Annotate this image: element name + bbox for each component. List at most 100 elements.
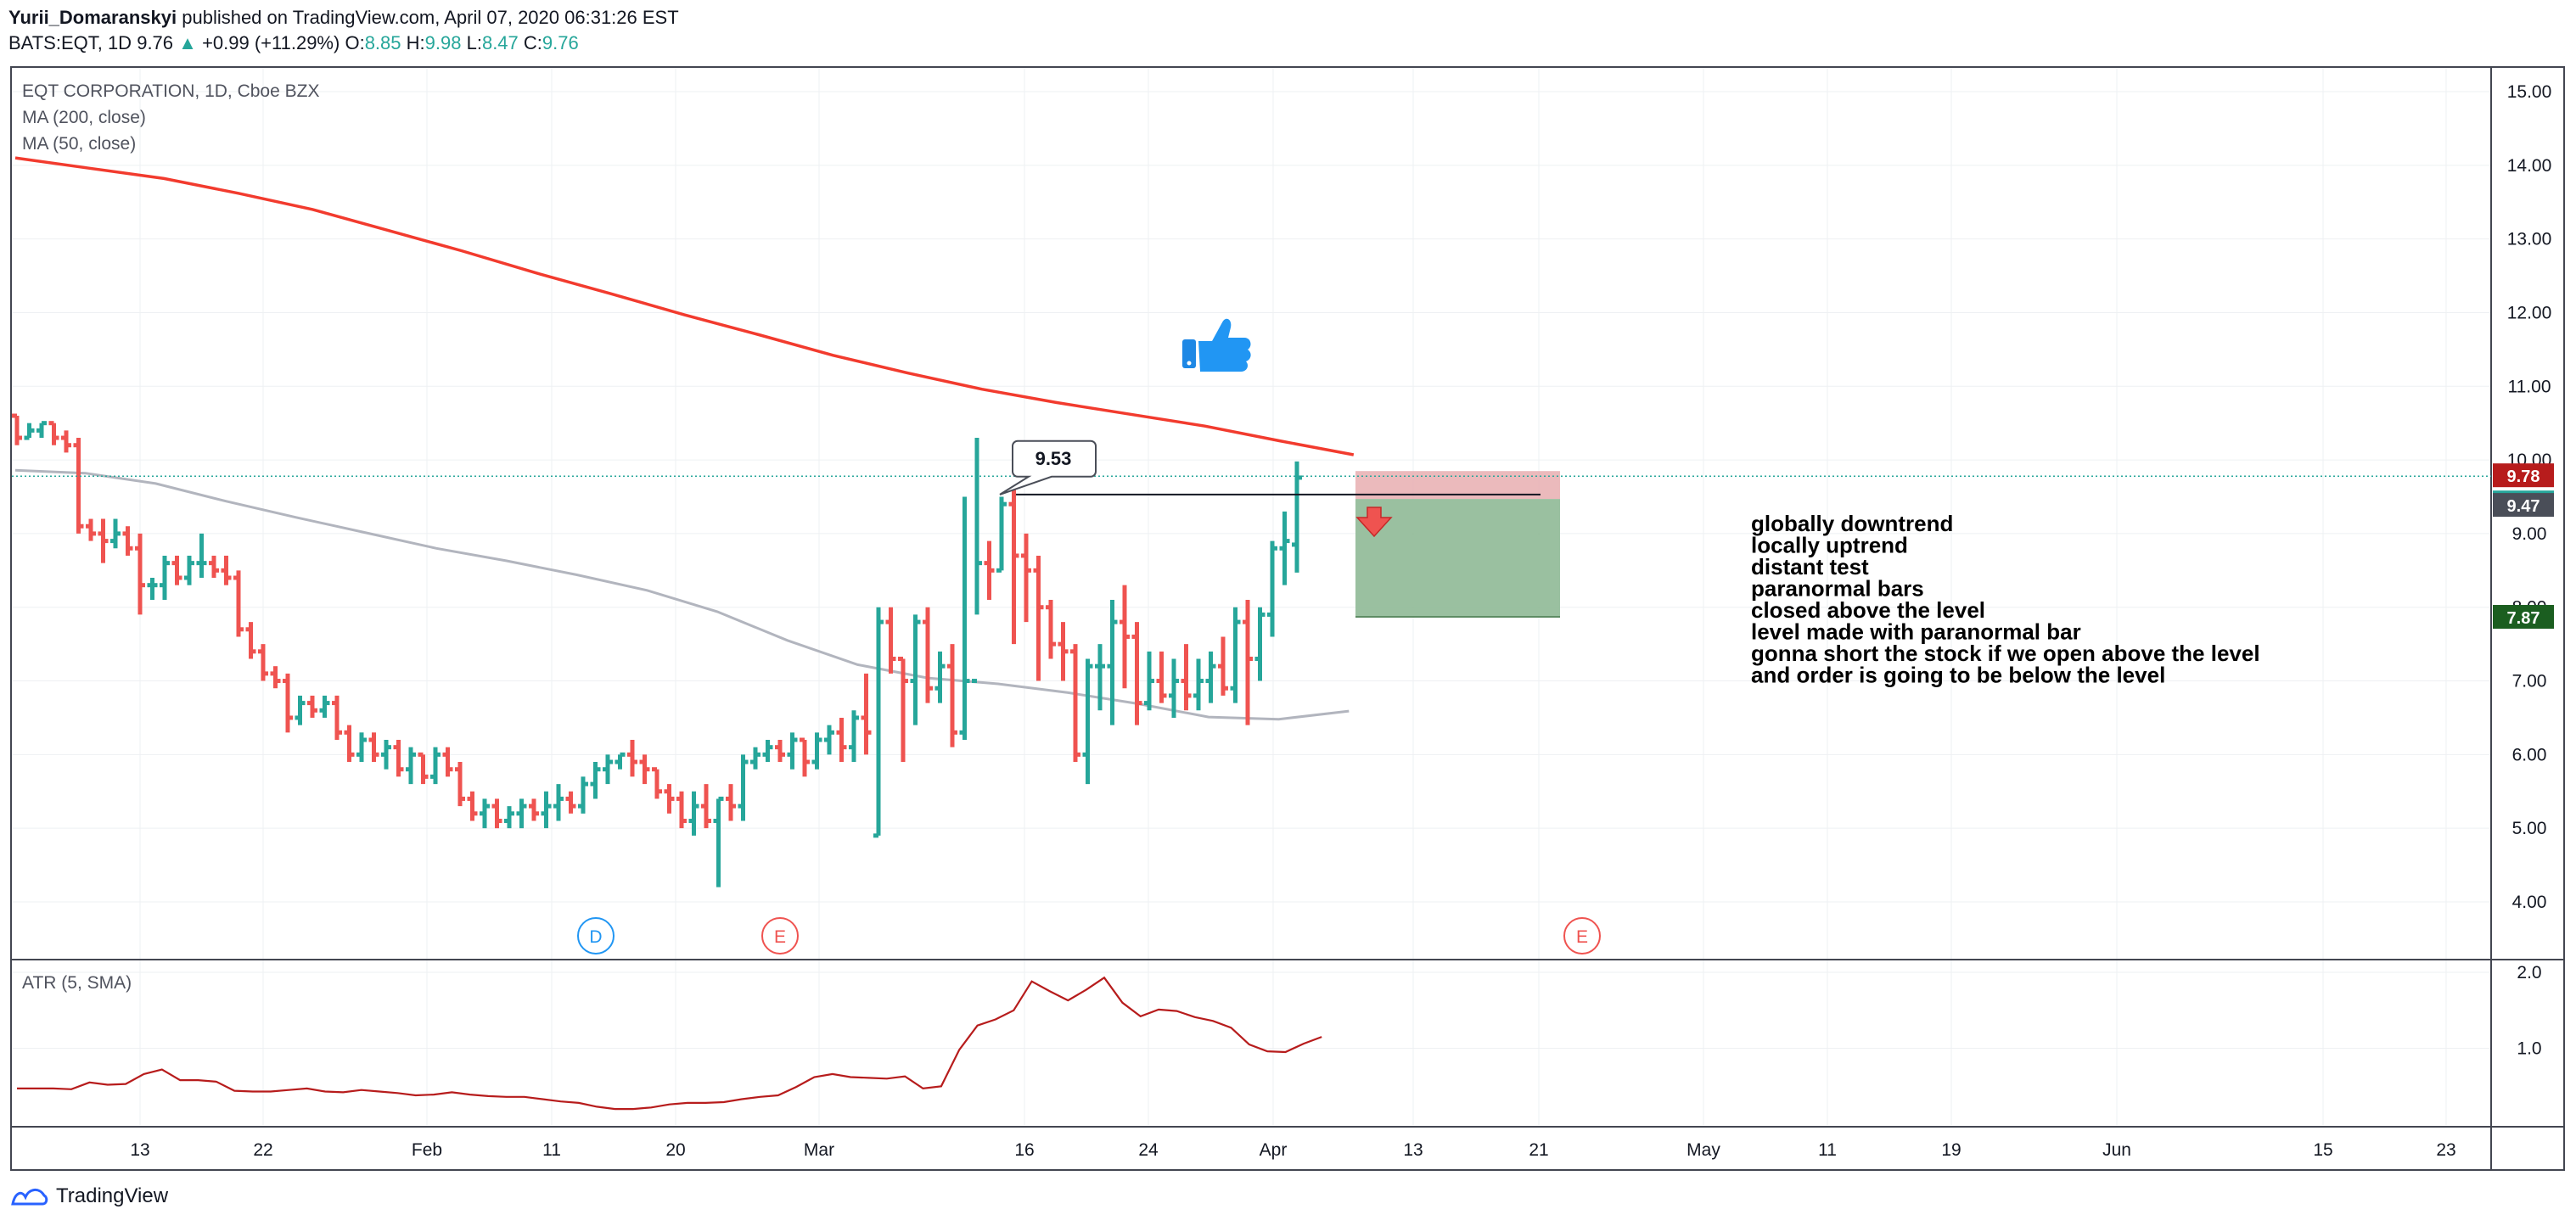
price-tag — [2493, 463, 2554, 488]
open-value: 8.85 — [364, 32, 401, 53]
x-tick-label: Jun — [2102, 1140, 2131, 1160]
ohlc-bar — [233, 570, 244, 637]
ohlc-bar — [1181, 644, 1192, 711]
ohlc-bar — [984, 540, 995, 601]
tradingview-logo-icon — [11, 1189, 48, 1206]
ohlc-bar — [787, 732, 798, 770]
take-profit-zone — [1355, 499, 1560, 618]
y-tick-label: 12.00 — [2507, 303, 2552, 322]
ohlc-bar — [12, 413, 22, 445]
x-tick-label: 16 — [1014, 1140, 1034, 1160]
ohlc-bar — [639, 754, 650, 785]
ohlc-bar — [270, 666, 281, 689]
x-tick-label: 13 — [130, 1140, 149, 1160]
ohlc-bar — [627, 740, 637, 777]
ohlc-bar — [110, 518, 121, 549]
price-tag — [2493, 605, 2554, 630]
ohlc-bar — [1082, 658, 1093, 785]
y-tick-label: 14.00 — [2507, 156, 2552, 176]
ohlc-bar — [504, 806, 514, 829]
ohlc-bar — [1169, 658, 1179, 718]
x-tick-label: Apr — [1260, 1140, 1288, 1160]
ohlc-bar — [1230, 607, 1241, 703]
x-tick-label: 19 — [1941, 1140, 1961, 1160]
ohlc-bar — [590, 762, 601, 799]
ohlc-bar — [1131, 622, 1142, 725]
ohlc-bar — [245, 622, 256, 659]
price-tag-label: 7.87 — [2507, 609, 2540, 628]
y-tick-label: 7.00 — [2512, 672, 2547, 691]
ohlc-bar — [1205, 651, 1216, 703]
ohlc-bar — [738, 754, 749, 821]
ohlc-bar — [1107, 600, 1118, 725]
price-tag-label: 9.78 — [2507, 467, 2540, 486]
event-marker-label: E — [1576, 927, 1588, 947]
high-label: H: — [406, 32, 425, 53]
x-tick-label: 11 — [1818, 1140, 1837, 1160]
legend-title: EQT CORPORATION, 1D, Cboe BZX — [22, 81, 320, 101]
callout-box — [999, 439, 1097, 495]
ohlc-bar — [750, 747, 760, 770]
ohlc-bar — [541, 791, 552, 829]
y-tick-label: 9.00 — [2512, 524, 2547, 544]
last-price: 9.76 — [137, 32, 174, 53]
ma200-line — [14, 156, 1355, 456]
event-marker-label: E — [774, 927, 786, 947]
y-tick-label: 13.00 — [2507, 230, 2552, 249]
ohlc-bar — [332, 695, 342, 740]
author-name: Yurii_Domaranskyi — [8, 7, 177, 28]
atr-tick-label: 1.0 — [2517, 1039, 2541, 1059]
ohlc-bar — [972, 438, 982, 684]
ohlc-bar — [1058, 622, 1069, 681]
x-tick-label: 21 — [1529, 1140, 1548, 1160]
ohlc-bar — [898, 657, 908, 763]
legend-ma50: MA (50, close) — [22, 134, 137, 154]
ohlc-bar — [726, 784, 736, 821]
ohlc-bar — [480, 798, 490, 829]
ohlc-bar — [356, 732, 367, 763]
y-tick-label: 5.00 — [2512, 819, 2547, 838]
ohlc-bar — [196, 533, 207, 578]
note-line: globally downtrend — [1751, 511, 1953, 536]
ohlc-bar — [885, 607, 896, 674]
ohlc-bar — [1033, 555, 1044, 681]
ohlc-bar — [516, 798, 527, 829]
close-value: 9.76 — [542, 32, 579, 53]
ohlc-bar — [24, 423, 35, 440]
ohlc-bar — [221, 555, 232, 585]
chart-frame — [10, 66, 2565, 1171]
up-triangle-icon: ▲ — [178, 32, 197, 53]
ohlc-bar — [1046, 600, 1056, 659]
legend-atr: ATR (5, SMA) — [22, 973, 132, 993]
ohlc-bar — [122, 526, 133, 556]
ohlc-bar — [1218, 636, 1228, 696]
ohlc-bar — [455, 762, 465, 807]
publish-text: published on TradingView.com, April 07, … — [182, 7, 679, 28]
x-tick-label: Feb — [412, 1140, 442, 1160]
atr-tick-label: 2.0 — [2517, 963, 2541, 982]
ohlc-bar — [418, 752, 429, 785]
ohlc-bar — [381, 740, 391, 770]
ohlc-bar — [86, 518, 96, 541]
ohlc-bar — [160, 555, 170, 601]
note-line: distant test — [1751, 554, 1869, 579]
event-marker — [577, 917, 615, 954]
ohlc-bar — [1070, 644, 1080, 763]
publish-info: Yurii_Domaranskyi published on TradingVi… — [8, 7, 679, 29]
ohlc-bar — [565, 791, 576, 814]
ohlc-bar — [1279, 511, 1290, 585]
ohlc-bar — [996, 496, 1007, 573]
thumbs-up-icon — [1182, 318, 1251, 372]
ohlc-bar — [910, 614, 921, 725]
ohlc-bar — [553, 784, 564, 821]
footer-brand[interactable]: TradingView — [10, 1184, 168, 1208]
low-value: 8.47 — [481, 32, 519, 53]
ohlc-bar — [393, 740, 404, 777]
ohlc-readout: BATS:EQT, 1D 9.76 ▲ +0.99 (+11.29%) O:8.… — [8, 32, 579, 54]
price-tag-label: 9.47 — [2507, 497, 2540, 516]
ohlc-bar — [442, 747, 453, 777]
ohlc-bar — [1144, 651, 1154, 711]
price-tag — [2493, 493, 2554, 518]
ohlc-bar — [578, 776, 588, 814]
